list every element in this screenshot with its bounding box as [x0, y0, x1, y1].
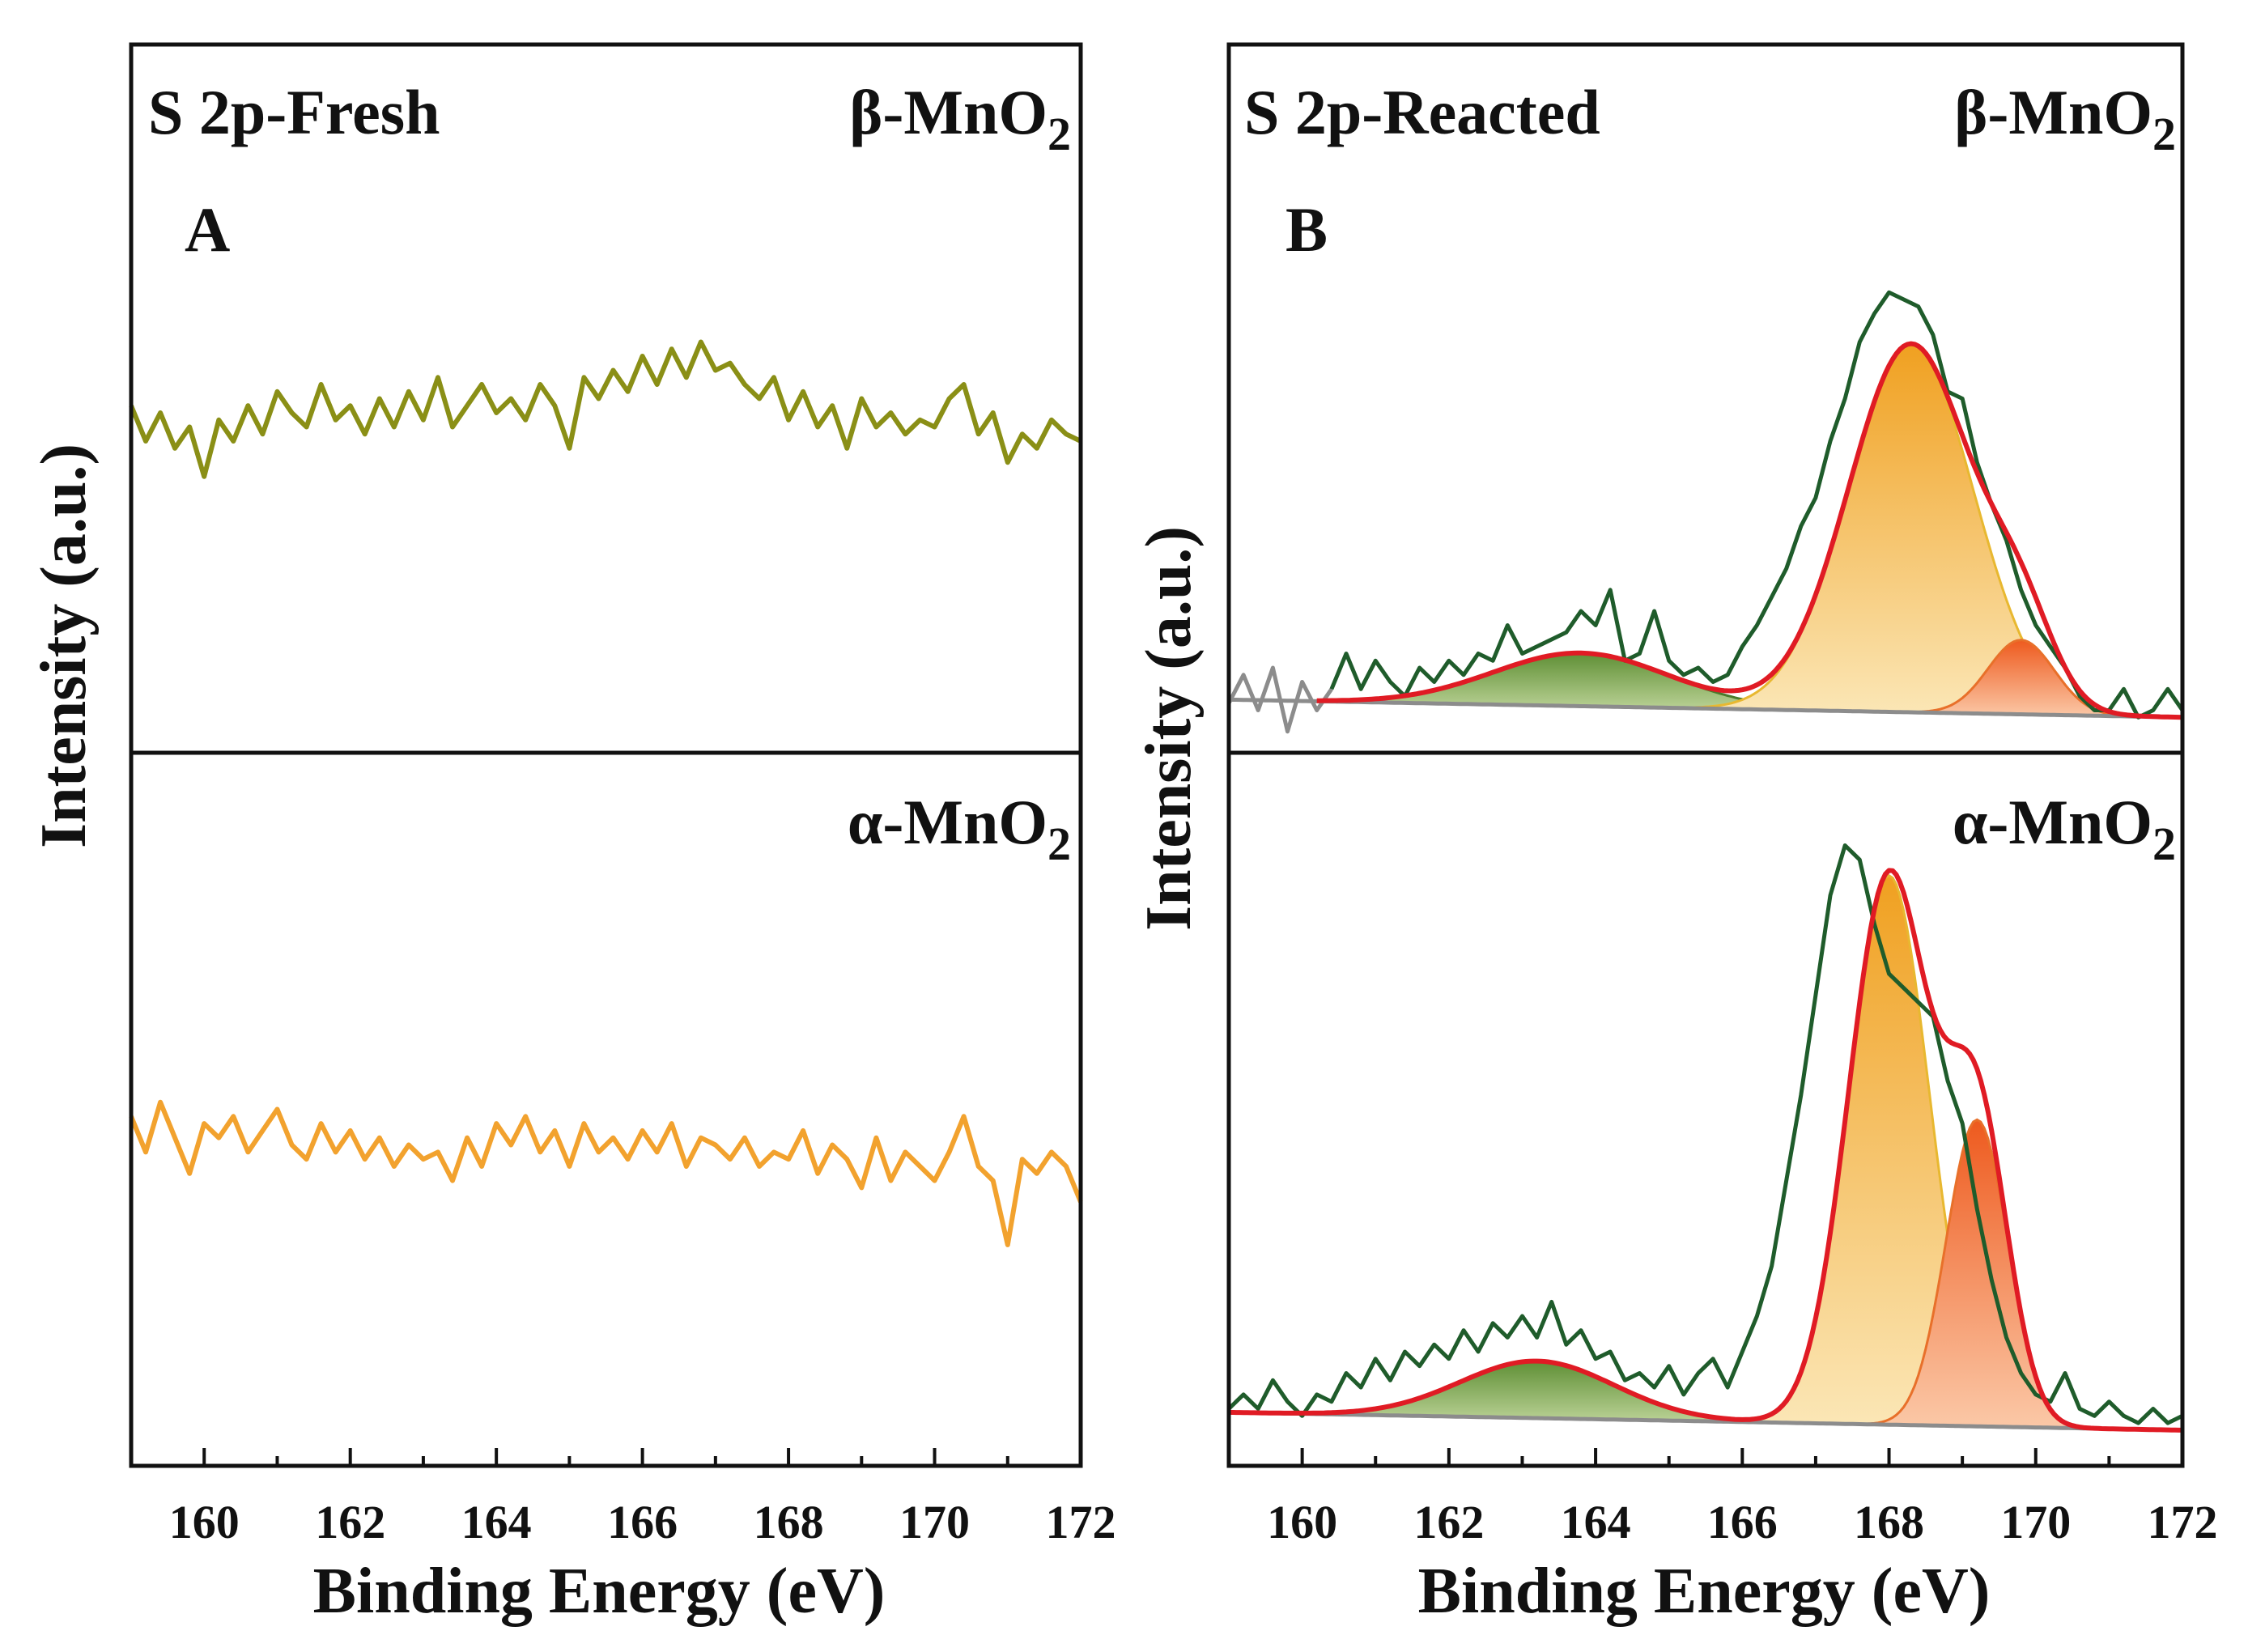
panel-a-tick-label: 172	[1046, 1496, 1116, 1548]
panel-b-label: B	[1285, 194, 1328, 265]
panel-b: Intensity (a.u.) S 2p-Reacted B β-MnO2 α…	[1133, 42, 2218, 1627]
panel-a-bottom-subplot: α-MnO2	[129, 787, 1083, 1247]
panel-a-frame	[129, 42, 1083, 1468]
panel-a-tick-label: 162	[315, 1496, 385, 1548]
panel-b-top-raw-grey-segment	[1226, 665, 1333, 734]
panel-a-bottom-series-line	[129, 1099, 1083, 1247]
panel-b-frame	[1226, 42, 2185, 1468]
panel-a: Intensity (a.u.) S 2p-Fresh A β-MnO2 α-M…	[28, 42, 1116, 1627]
panel-b-bottom-raw-data	[1227, 843, 2184, 1425]
panel-b-bottom-peak-2-fill	[1228, 874, 2184, 1432]
panel-a-bottom-sample-label: α-MnO2	[848, 787, 1071, 870]
panel-b-top-sample-label: β-MnO2	[1954, 77, 2176, 160]
panel-a-top-series-line	[129, 339, 1082, 479]
panel-b-bottom-subplot: α-MnO2	[1227, 787, 2184, 1433]
panel-b-ylabel: Intensity (a.u.)	[1133, 526, 1205, 931]
panel-a-x-ticks: 160 162 164 166 168 170 172	[130, 1448, 1116, 1548]
panel-a-tick-label: 166	[607, 1496, 678, 1548]
panel-a-tick-label: 168	[754, 1496, 824, 1548]
panel-b-bottom-fit-envelope	[1228, 868, 2182, 1433]
panel-a-xlabel: Binding Energy (eV)	[313, 1556, 886, 1627]
panel-b-bottom-sample-label: α-MnO2	[1953, 787, 2176, 870]
panel-b-top-fit-envelope	[1316, 341, 2183, 720]
panel-b-top-raw-data	[1329, 290, 2185, 720]
panel-a-tick-label: 164	[461, 1496, 532, 1548]
panel-b-tick-label: 160	[1267, 1496, 1337, 1548]
panel-b-tick-label: 162	[1413, 1496, 1484, 1548]
panel-b-tick-label: 172	[2148, 1496, 2218, 1548]
panel-a-tick-label: 160	[169, 1496, 240, 1548]
panel-b-tick-label: 168	[1854, 1496, 1924, 1548]
panel-a-top-sample-label: β-MnO2	[849, 77, 1071, 160]
panel-a-label: A	[185, 194, 230, 265]
panel-a-ylabel: Intensity (a.u.)	[28, 444, 100, 848]
panel-b-bottom-baseline	[1228, 1410, 2183, 1433]
panel-a-top-subplot: S 2p-Fresh A β-MnO2	[129, 77, 1082, 479]
panel-b-top-subplot: S 2p-Reacted B β-MnO2	[1226, 77, 2185, 734]
panel-b-tick-label: 170	[2000, 1496, 2071, 1548]
panel-b-xlabel: Binding Energy (eV)	[1418, 1556, 1991, 1627]
panel-b-tick-label: 164	[1561, 1496, 1631, 1548]
panel-b-top-baseline	[1228, 697, 2183, 720]
panel-b-tick-label: 166	[1707, 1496, 1778, 1548]
panel-a-title: S 2p-Fresh	[148, 77, 440, 147]
panel-a-tick-label: 170	[899, 1496, 970, 1548]
panel-b-title: S 2p-Reacted	[1244, 77, 1600, 147]
panel-b-x-ticks: 160 162 164 166 168 170 172	[1227, 1448, 2218, 1548]
